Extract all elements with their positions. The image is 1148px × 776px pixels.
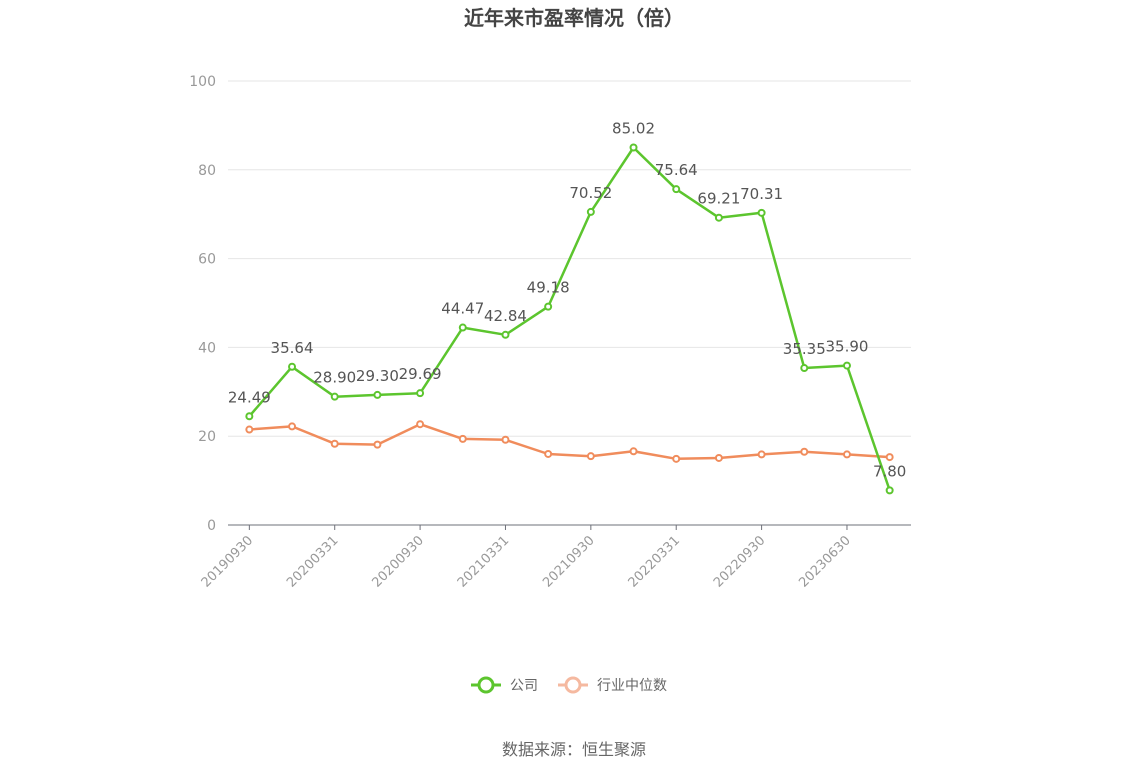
series-line-1 (249, 422, 890, 461)
data-point[interactable] (458, 323, 467, 332)
series-line-0 (248, 146, 891, 491)
data-label: 42.84 (484, 307, 527, 325)
legend-item-industry[interactable]: 行业中位数 (558, 676, 667, 694)
y-tick-label: 40 (198, 340, 216, 356)
data-label: 85.02 (612, 120, 655, 138)
legend-marker-company (477, 676, 495, 694)
data-point[interactable] (757, 208, 766, 217)
data-point[interactable] (672, 185, 681, 194)
x-tick-label: 20200930 (370, 533, 427, 590)
data-point[interactable] (544, 449, 553, 458)
data-label: 69.21 (697, 190, 740, 208)
data-point[interactable] (330, 439, 339, 448)
legend-item-company[interactable]: 公司 (471, 676, 538, 694)
data-point[interactable] (373, 390, 382, 399)
data-labels: 24.49 35.64 28.90 29.30 29.69 44.47 42.8449.18… (228, 120, 906, 481)
x-tick-label: 20210331 (455, 533, 512, 590)
data-label: 29.69 (399, 365, 442, 383)
data-label: 75.64 (655, 161, 698, 179)
data-point[interactable] (416, 389, 425, 398)
data-point[interactable] (586, 452, 595, 461)
data-point[interactable] (288, 422, 297, 431)
data-point[interactable] (458, 434, 467, 443)
data-point[interactable] (714, 453, 723, 462)
data-point[interactable] (842, 361, 851, 370)
x-tick-label: 20220331 (626, 533, 683, 590)
y-tick-label: 60 (198, 252, 216, 268)
legend-marker-industry (564, 676, 582, 694)
data-label: 70.52 (569, 184, 612, 202)
x-tick-label: 20200331 (284, 533, 341, 590)
data-point[interactable] (373, 440, 382, 449)
data-point[interactable] (245, 425, 254, 434)
data-point[interactable] (757, 450, 766, 459)
data-label: 70.31 (740, 185, 783, 203)
data-point[interactable] (416, 420, 425, 429)
y-axis: 0 20 40 60 80 100 (189, 74, 216, 534)
data-label: 35.64 (271, 339, 314, 357)
data-point[interactable] (629, 143, 638, 152)
x-tick-label: 20210930 (540, 533, 597, 590)
data-point[interactable] (714, 213, 723, 222)
data-label: 44.47 (441, 300, 484, 318)
y-tick-label: 80 (198, 163, 216, 179)
x-tick-label: 20220930 (711, 533, 768, 590)
data-label: 24.49 (228, 388, 271, 406)
data-label: 29.30 (356, 367, 399, 385)
data-label: 28.90 (313, 369, 356, 387)
data-point[interactable] (501, 435, 510, 444)
data-label: 35.35 (783, 340, 826, 358)
y-tick-label: 100 (189, 74, 216, 90)
data-point[interactable] (800, 364, 809, 373)
data-point[interactable] (885, 453, 894, 462)
data-point[interactable] (288, 362, 297, 371)
data-point[interactable] (544, 302, 553, 311)
legend-label-company: 公司 (510, 678, 538, 694)
chart-title: 近年来市盈率情况（倍） (464, 6, 684, 30)
data-point[interactable] (501, 330, 510, 339)
x-tick-label: 20230630 (796, 533, 853, 590)
y-tick-label: 20 (198, 429, 216, 445)
data-label: 7.80 (873, 462, 906, 480)
legend-label-industry: 行业中位数 (597, 678, 667, 694)
series-group (245, 143, 894, 495)
data-point[interactable] (885, 486, 894, 495)
data-point[interactable] (629, 447, 638, 456)
data-point[interactable] (842, 450, 851, 459)
data-label: 49.18 (527, 279, 570, 297)
x-axis: 20190930 20200331 20200930 20210331 20210930… (199, 524, 911, 591)
data-point[interactable] (586, 207, 595, 216)
legend: 公司 行业中位数 (471, 676, 667, 694)
data-point[interactable] (672, 454, 681, 463)
source-note: 数据来源：恒生聚源 (502, 740, 646, 759)
data-label: 35.90 (825, 338, 868, 356)
y-tick-label: 0 (207, 518, 216, 534)
data-point[interactable] (800, 447, 809, 456)
x-tick-label: 20190930 (199, 533, 256, 590)
data-point[interactable] (245, 412, 254, 421)
data-point[interactable] (330, 392, 339, 401)
